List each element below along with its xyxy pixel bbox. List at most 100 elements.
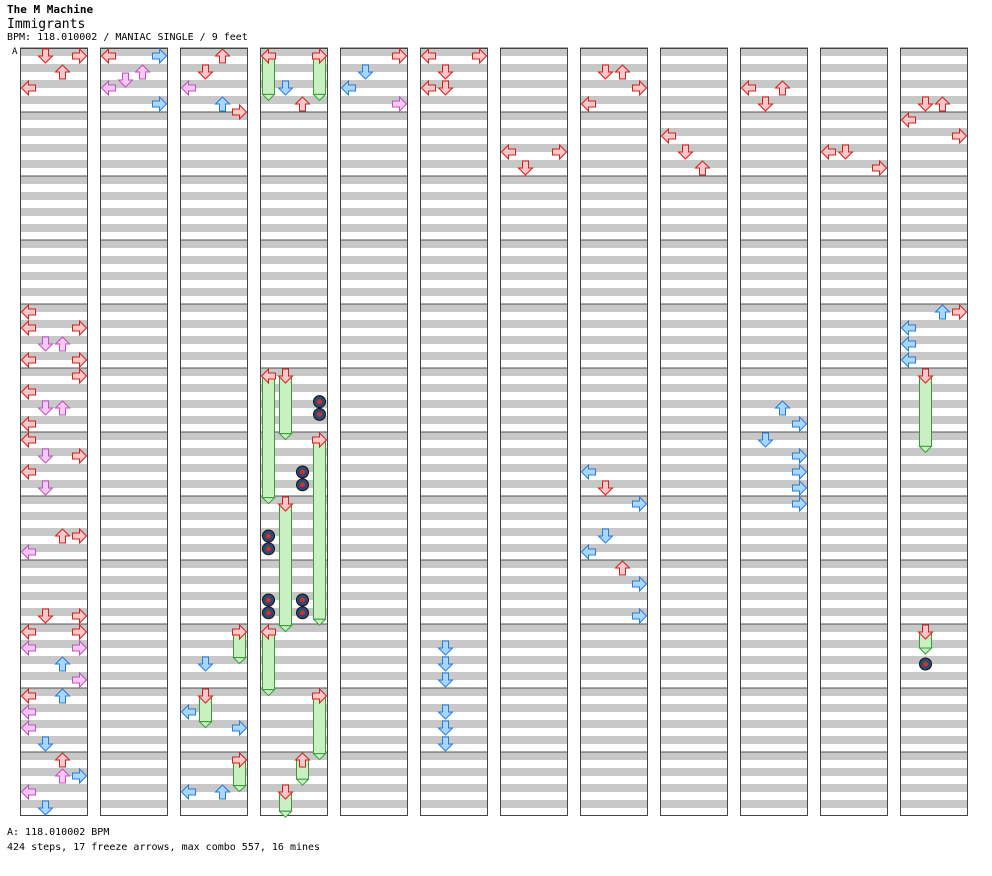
right-arrow xyxy=(552,143,568,161)
beat-stripe xyxy=(340,720,408,728)
beat-stripe xyxy=(820,560,888,568)
beat-stripe xyxy=(180,352,248,360)
beat-stripe xyxy=(660,192,728,200)
up-arrow xyxy=(54,400,71,416)
beat-stripe xyxy=(660,496,728,504)
beat-stripe xyxy=(580,432,648,440)
beat-stripe xyxy=(420,64,488,72)
beat-stripe xyxy=(180,320,248,328)
beat-stripe xyxy=(900,736,968,744)
beat-stripe xyxy=(580,720,648,728)
mine-core xyxy=(300,610,305,616)
beat-stripe xyxy=(500,128,568,136)
beat-stripe xyxy=(900,720,968,728)
freeze-tail xyxy=(261,93,276,102)
right-arrow xyxy=(952,127,968,145)
beat-stripe xyxy=(340,736,408,744)
beat-stripe xyxy=(740,80,808,88)
beat-stripe xyxy=(340,448,408,456)
beat-stripe xyxy=(740,496,808,504)
beat-stripe xyxy=(420,432,488,440)
beat-stripe xyxy=(580,336,648,344)
beat-stripe xyxy=(900,400,968,408)
beat-stripe xyxy=(740,656,808,664)
beat-stripe xyxy=(820,224,888,232)
beat-stripe xyxy=(260,656,328,664)
left-freeze-arrow xyxy=(260,367,276,385)
beat-stripe xyxy=(900,416,968,424)
left-arrow xyxy=(20,303,36,321)
beat-stripe xyxy=(820,608,888,616)
right-arrow xyxy=(72,319,88,337)
chart-header: The M Machine Immigrants BPM: 118.010002… xyxy=(7,4,248,44)
beat-stripe xyxy=(500,608,568,616)
beat-stripe xyxy=(740,752,808,760)
beat-stripe xyxy=(500,768,568,776)
beat-stripe xyxy=(820,128,888,136)
down-arrow xyxy=(117,72,134,88)
beat-stripe xyxy=(420,112,488,120)
beat-stripe xyxy=(20,784,88,792)
beat-stripe xyxy=(100,624,168,632)
beat-stripe xyxy=(20,464,88,472)
beat-stripe xyxy=(740,720,808,728)
down-arrow xyxy=(37,448,54,464)
beat-stripe xyxy=(660,400,728,408)
freeze-body xyxy=(262,631,275,691)
beat-stripe xyxy=(20,48,88,56)
chart-column xyxy=(580,48,648,816)
beat-stripe xyxy=(740,528,808,536)
beat-stripe xyxy=(740,320,808,328)
beat-stripe xyxy=(740,544,808,552)
beat-stripe xyxy=(260,416,328,424)
beat-stripe xyxy=(500,112,568,120)
chart-column xyxy=(20,48,88,816)
beat-stripe xyxy=(900,128,968,136)
beat-stripe xyxy=(580,496,648,504)
beat-stripe xyxy=(580,528,648,536)
beat-stripe xyxy=(500,528,568,536)
beat-stripe xyxy=(340,608,408,616)
beat-stripe xyxy=(180,448,248,456)
beat-stripe xyxy=(580,688,648,696)
beat-stripe xyxy=(100,128,168,136)
down-arrow xyxy=(437,64,454,80)
beat-stripe xyxy=(660,480,728,488)
beat-stripe xyxy=(420,784,488,792)
left-arrow xyxy=(660,127,676,145)
beat-stripe xyxy=(100,400,168,408)
beat-stripe xyxy=(820,64,888,72)
beat-stripe xyxy=(900,496,968,504)
beat-stripe xyxy=(820,240,888,248)
beat-stripe xyxy=(180,672,248,680)
beat-stripe xyxy=(580,768,648,776)
beat-stripe xyxy=(820,688,888,696)
up-arrow xyxy=(774,400,791,416)
mine-core xyxy=(266,610,271,616)
beat-stripe xyxy=(340,800,408,808)
beat-stripe xyxy=(740,144,808,152)
beat-stripe xyxy=(820,208,888,216)
beat-stripe xyxy=(740,624,808,632)
beat-stripe xyxy=(340,80,408,88)
down-freeze-arrow xyxy=(277,784,294,800)
beat-stripe xyxy=(820,448,888,456)
right-arrow xyxy=(72,607,88,625)
beat-stripe xyxy=(500,640,568,648)
beat-stripe xyxy=(340,304,408,312)
beat-stripe xyxy=(660,208,728,216)
beat-stripe xyxy=(260,704,328,712)
beat-stripe xyxy=(580,640,648,648)
beat-stripe xyxy=(740,128,808,136)
artist-name: The M Machine xyxy=(7,3,94,16)
beat-stripe xyxy=(260,688,328,696)
beat-stripe xyxy=(500,448,568,456)
beat-stripe xyxy=(900,288,968,296)
beat-stripe xyxy=(20,768,88,776)
beat-stripe xyxy=(100,464,168,472)
beat-stripe xyxy=(20,336,88,344)
right-arrow xyxy=(392,47,408,65)
left-arrow xyxy=(420,47,436,65)
beat-stripe xyxy=(820,672,888,680)
beat-stripe xyxy=(820,704,888,712)
